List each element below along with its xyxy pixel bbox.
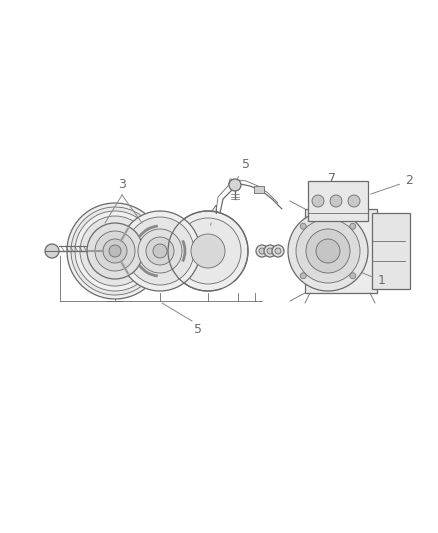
- Circle shape: [264, 245, 276, 257]
- Circle shape: [126, 217, 194, 285]
- Circle shape: [296, 219, 360, 283]
- Circle shape: [95, 231, 135, 271]
- Circle shape: [350, 223, 356, 229]
- Circle shape: [312, 195, 324, 207]
- Circle shape: [288, 211, 368, 291]
- Circle shape: [272, 245, 284, 257]
- Circle shape: [306, 229, 350, 273]
- Circle shape: [45, 244, 59, 258]
- Circle shape: [75, 211, 155, 291]
- Circle shape: [316, 239, 340, 263]
- Text: 7: 7: [312, 172, 336, 203]
- Text: 2: 2: [371, 174, 413, 194]
- Circle shape: [71, 207, 159, 295]
- Circle shape: [175, 218, 241, 284]
- Circle shape: [275, 248, 281, 254]
- Circle shape: [259, 248, 265, 254]
- Circle shape: [300, 223, 306, 229]
- Bar: [254, 186, 264, 193]
- Circle shape: [120, 211, 200, 291]
- Text: 3: 3: [118, 178, 126, 191]
- Circle shape: [146, 237, 174, 265]
- Text: 5: 5: [194, 323, 202, 336]
- Circle shape: [138, 229, 182, 273]
- Bar: [372, 213, 410, 289]
- Circle shape: [348, 195, 360, 207]
- Circle shape: [168, 211, 248, 291]
- Circle shape: [67, 203, 163, 299]
- Text: 4: 4: [210, 205, 218, 225]
- Circle shape: [87, 223, 143, 279]
- Circle shape: [103, 239, 127, 263]
- Circle shape: [256, 245, 268, 257]
- Circle shape: [80, 216, 150, 286]
- Circle shape: [229, 179, 241, 191]
- Circle shape: [267, 248, 273, 254]
- Circle shape: [330, 195, 342, 207]
- Bar: [305, 209, 377, 293]
- Bar: [308, 181, 368, 221]
- Circle shape: [153, 244, 167, 258]
- Circle shape: [350, 273, 356, 279]
- Circle shape: [300, 273, 306, 279]
- Circle shape: [191, 234, 225, 268]
- Text: 1: 1: [360, 272, 386, 287]
- Circle shape: [109, 245, 121, 257]
- Text: 5: 5: [237, 158, 250, 179]
